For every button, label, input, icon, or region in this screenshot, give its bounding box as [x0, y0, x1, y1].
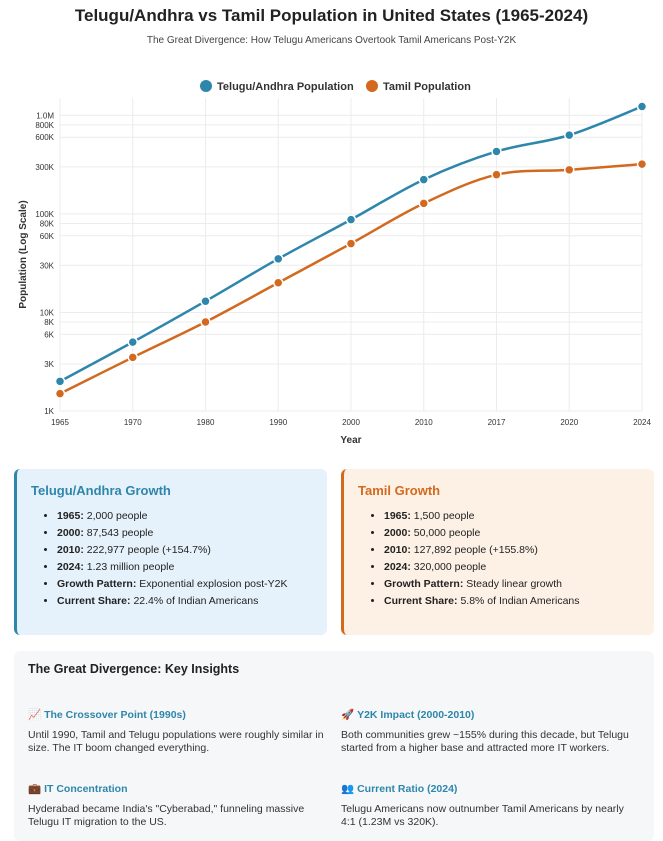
tamil-card-title: Tamil Growth	[358, 483, 441, 498]
tamil-data-point	[127, 352, 138, 363]
legend-label: Tamil Population	[383, 81, 471, 93]
legend-marker	[366, 80, 378, 92]
telugu-data-point	[491, 146, 502, 157]
insight-text: Until 1990, Tamil and Telugu populations…	[28, 729, 324, 754]
legend-telugu: Telugu/Andhra Population	[200, 80, 354, 93]
insight-text: Hyderabad became India's "Cyberabad," fu…	[28, 803, 305, 828]
chart-title: Telugu/Andhra vs Tamil Population in Uni…	[74, 6, 589, 25]
telugu-data-point	[200, 295, 211, 307]
y-tick-label: 80K	[40, 219, 55, 228]
list-item: Growth Pattern: Exponential explosion po…	[57, 578, 311, 591]
tamil-data-point	[54, 388, 66, 399]
list-item: 2000: 50,000 people	[384, 527, 638, 540]
list-item: 1965: 1,500 people	[384, 510, 638, 523]
y-tick-label: 6K	[44, 330, 54, 339]
list-item: 2024: 320,000 people	[384, 561, 638, 574]
y-tick-label: 1.0M	[36, 111, 54, 120]
telugu-data-point	[418, 174, 429, 185]
x-axis-label: Year	[340, 435, 361, 446]
y-tick-label: 60K	[40, 232, 55, 241]
insight-text: Telugu Americans now outnumber Tamil Ame…	[341, 803, 624, 828]
telugu-data-point	[54, 376, 66, 387]
x-tick-label: 2024	[633, 418, 651, 427]
y-tick-label: 600K	[35, 133, 54, 142]
list-item: Current Share: 22.4% of Indian Americans	[57, 595, 311, 608]
telugu-data-point	[345, 214, 357, 225]
tamil-stats-list: 1965: 1,500 people 2000: 50,000 people 2…	[358, 510, 638, 608]
insight-y2k: 🚀 Y2K Impact (2000-2010) Both communities…	[341, 708, 641, 755]
x-tick-label: 2010	[415, 418, 433, 427]
rocket-icon: 🚀	[341, 709, 355, 721]
tamil-data-point	[345, 238, 357, 249]
telugu-stats-list: 1965: 2,000 people 2000: 87,543 people 2…	[31, 510, 311, 608]
insight-title: Y2K Impact (2000-2010)	[357, 709, 475, 721]
list-item: 2000: 87,543 people	[57, 527, 311, 540]
y-tick-label: 3K	[44, 360, 54, 369]
chart-subtitle: The Great Divergence: How Telugu America…	[146, 35, 517, 46]
insight-title: IT Concentration	[44, 783, 128, 795]
telugu-growth-card: Telugu/Andhra Growth 1965: 2,000 people …	[14, 469, 327, 635]
y-tick-label: 1K	[44, 407, 54, 416]
insight-crossover: 📈 The Crossover Point (1990s) Until 1990,…	[28, 708, 328, 755]
list-item: 2010: 127,892 people (+155.8%)	[384, 544, 638, 557]
x-tick-label: 1990	[269, 418, 287, 427]
list-item: 1965: 2,000 people	[57, 510, 311, 523]
insight-title: The Crossover Point (1990s)	[44, 709, 186, 721]
tamil-data-point	[418, 198, 429, 209]
tamil-data-point	[636, 158, 648, 170]
list-item: 2010: 222,977 people (+154.7%)	[57, 544, 311, 557]
x-tick-label: 2020	[560, 418, 578, 427]
x-tick-label: 2000	[342, 418, 360, 427]
key-insights-panel: The Great Divergence: Key Insights 📈 The …	[14, 651, 654, 841]
tamil-data-point	[564, 164, 575, 176]
tamil-data-point	[200, 316, 211, 328]
insight-it-concentration: 💼 IT Concentration Hyderabad became India…	[28, 782, 328, 829]
people-icon: 👥	[341, 783, 355, 795]
telugu-data-point	[636, 101, 648, 112]
x-tick-label: 1980	[197, 418, 215, 427]
chart-up-icon: 📈	[28, 709, 42, 721]
list-item: Growth Pattern: Steady linear growth	[384, 578, 638, 591]
y-tick-label: 8K	[44, 318, 54, 327]
telugu-data-point	[273, 253, 284, 265]
briefcase-icon: 💼	[28, 783, 42, 795]
tamil-data-point	[491, 169, 502, 180]
insight-title: Current Ratio (2024)	[357, 783, 458, 795]
y-tick-label: 30K	[40, 261, 55, 270]
telugu-data-point	[127, 336, 138, 348]
legend-label: Telugu/Andhra Population	[217, 81, 354, 93]
insights-title: The Great Divergence: Key Insights	[28, 662, 240, 676]
telugu-card-title: Telugu/Andhra Growth	[31, 483, 171, 498]
y-tick-label: 10K	[40, 308, 55, 317]
y-axis-label: Population (Log Scale)	[18, 200, 29, 308]
list-item: Current Share: 5.8% of Indian Americans	[384, 595, 638, 608]
tamil-growth-card: Tamil Growth 1965: 1,500 people 2000: 50…	[341, 469, 654, 635]
insight-current-ratio: 👥 Current Ratio (2024) Telugu Americans n…	[341, 782, 641, 829]
x-tick-label: 1965	[51, 418, 69, 427]
x-tick-label: 2017	[488, 418, 506, 427]
tamil-data-point	[273, 277, 284, 289]
legend-tamil: Tamil Population	[366, 80, 471, 93]
list-item: 2024: 1.23 million people	[57, 561, 311, 574]
y-tick-label: 300K	[35, 163, 54, 172]
legend-marker	[200, 80, 212, 92]
insight-text: Both communities grew ~155% during this …	[341, 729, 629, 754]
y-tick-label: 100K	[35, 210, 54, 219]
y-tick-label: 800K	[35, 121, 54, 130]
x-tick-label: 1970	[124, 418, 142, 427]
telugu-data-point	[564, 129, 575, 141]
